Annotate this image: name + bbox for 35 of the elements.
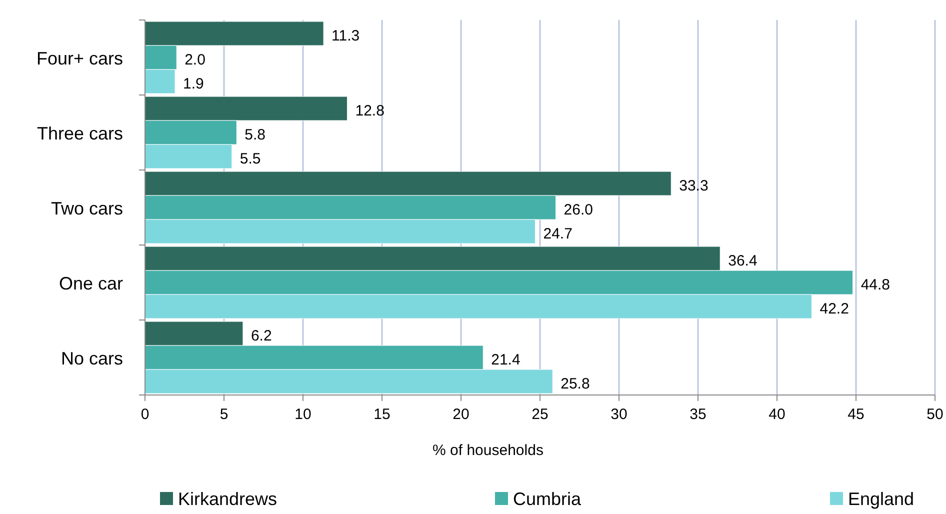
x-axis-title: % of households (432, 442, 544, 459)
x-tick-label: 15 (374, 406, 390, 423)
x-tick-label: 0 (140, 406, 150, 423)
y-tick-label: No cars (60, 348, 123, 368)
y-tick-label: Four+ cars (36, 48, 123, 68)
data-label: 36.4 (728, 252, 758, 270)
y-tick-label: Two cars (50, 198, 123, 218)
legend-label: Cumbria (513, 489, 582, 509)
x-tick-label: 20 (452, 406, 470, 423)
x-tick-label: 5 (220, 406, 228, 423)
data-label: 25.8 (560, 376, 590, 392)
x-tick-label: 10 (294, 406, 312, 423)
data-label: 1.9 (183, 76, 204, 92)
data-label: 5.8 (244, 126, 266, 144)
data-label: 11.3 (332, 28, 360, 44)
data-label: 2.0 (184, 52, 206, 68)
legend-label: Kirkandrews (178, 489, 278, 509)
x-tick-label: 25 (532, 406, 548, 423)
data-label: 12.8 (355, 102, 384, 120)
data-label: 42.2 (820, 300, 849, 318)
data-label: 44.8 (860, 276, 890, 294)
data-label: 33.3 (679, 178, 708, 194)
x-tick-label: 45 (848, 406, 864, 423)
data-label: 5.5 (240, 150, 261, 168)
x-tick-label: 50 (926, 406, 944, 423)
legend-label: England (848, 489, 914, 509)
data-label: 24.7 (543, 226, 572, 242)
x-tick-label: 30 (610, 406, 628, 423)
y-tick-label: One car (58, 274, 124, 294)
data-label: 21.4 (491, 352, 520, 368)
y-tick-label: Three cars (36, 124, 123, 144)
data-label: 6.2 (250, 328, 272, 344)
x-tick-label: 35 (690, 406, 706, 423)
data-label: 26.0 (564, 202, 594, 218)
x-tick-label: 40 (768, 406, 786, 423)
